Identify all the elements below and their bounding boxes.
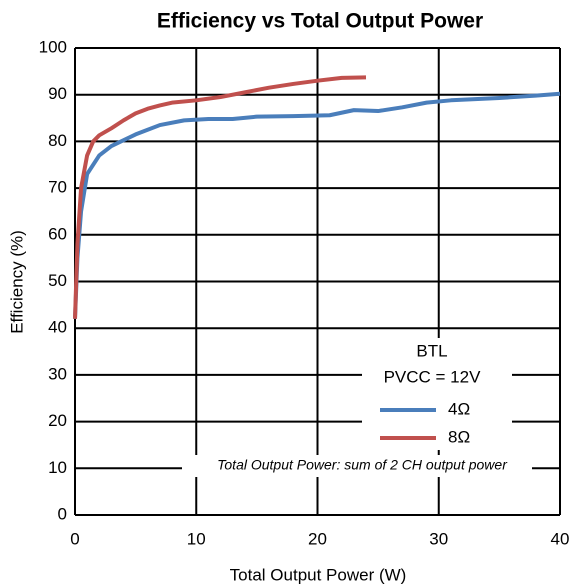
- y-tick-label: 0: [58, 504, 67, 523]
- x-tick-label: 0: [70, 529, 79, 548]
- x-tick-label: 10: [187, 529, 206, 548]
- x-tick-label: 20: [308, 529, 327, 548]
- series-line: [73, 91, 561, 319]
- x-tick-label: 30: [429, 529, 448, 548]
- legend-background: [362, 338, 512, 450]
- annotation: PVCC = 12V: [384, 367, 482, 386]
- y-tick-label: 10: [48, 458, 67, 477]
- overlay: BTL PVCC = 12V Total Output Power: sum o…: [182, 338, 532, 477]
- grid: [74, 47, 561, 516]
- chart-title: Efficiency vs Total Output Power: [157, 10, 483, 33]
- y-tick-label: 20: [48, 411, 67, 430]
- y-tick-label: 100: [39, 37, 67, 56]
- y-tick-label: 50: [48, 271, 67, 290]
- y-tick-label: 90: [48, 84, 67, 103]
- x-axis-label: Total Output Power (W): [230, 565, 407, 584]
- y-tick-label: 40: [48, 318, 67, 337]
- y-tick-label: 80: [48, 131, 67, 150]
- y-axis-label: Efficiency (%): [7, 230, 26, 334]
- y-tick-label: 30: [48, 364, 67, 383]
- x-tick-label: 40: [551, 529, 570, 548]
- legend-label: 8Ω: [448, 427, 470, 446]
- y-tick-label: 70: [48, 178, 67, 197]
- series-line: [73, 75, 367, 319]
- annotation: Total Output Power: sum of 2 CH output p…: [217, 457, 508, 473]
- legend-label: 4Ω: [448, 399, 470, 418]
- annotation: BTL: [416, 341, 447, 360]
- annotation-background: [182, 455, 532, 477]
- y-tick-label: 60: [48, 224, 67, 243]
